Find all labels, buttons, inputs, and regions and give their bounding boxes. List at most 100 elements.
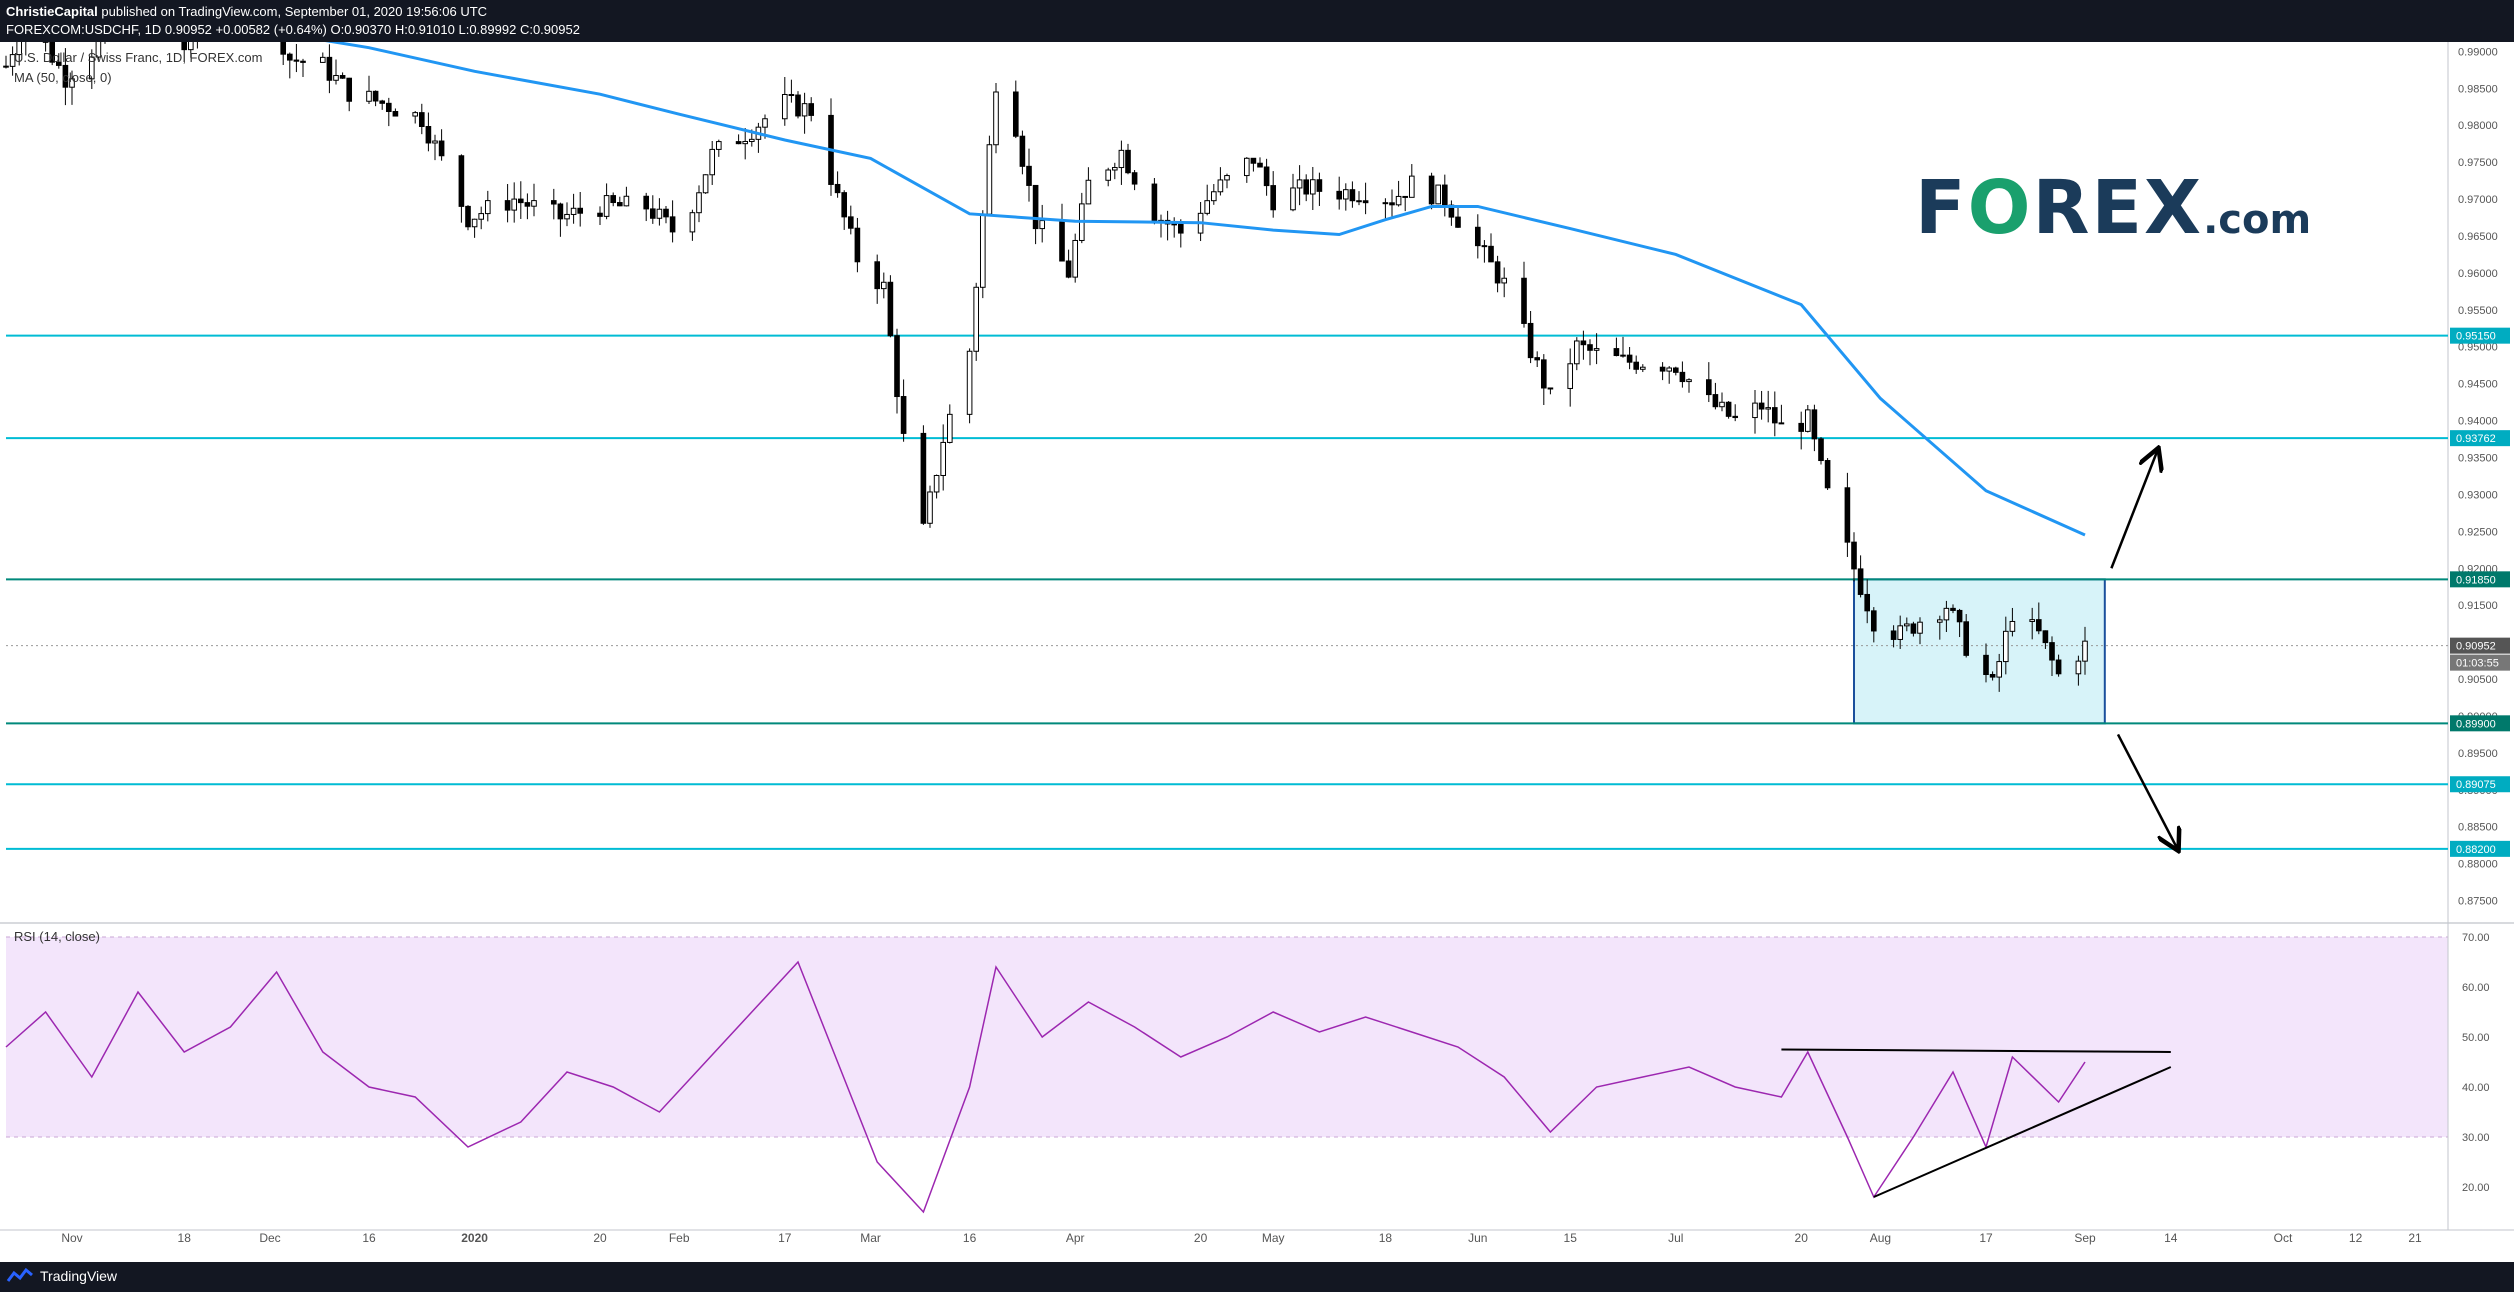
candle-body	[1019, 135, 1026, 167]
candle-body	[1804, 409, 1811, 432]
price-level-tag	[2450, 571, 2510, 588]
time-tick-label: 15	[1564, 1231, 1578, 1245]
candle-body	[1488, 245, 1494, 263]
candle-body	[577, 207, 584, 214]
candle-body	[1864, 593, 1871, 612]
candle-body	[854, 227, 861, 263]
candle-body	[1818, 438, 1824, 462]
tradingview-logo[interactable]: TradingView	[6, 1267, 117, 1285]
candle-body	[1620, 354, 1626, 357]
candle-body	[531, 200, 537, 207]
candle-body	[1527, 322, 1534, 359]
price-tick-label: 0.90500	[2458, 674, 2498, 686]
price-level-tag	[2450, 776, 2510, 793]
candle-body	[715, 141, 722, 150]
time-tick-label: Dec	[259, 1231, 280, 1245]
candle-body	[669, 216, 676, 233]
candle-body	[181, 42, 188, 51]
candle-body	[2055, 659, 2062, 675]
candle-body	[300, 60, 306, 63]
price-tick-label: 0.97000	[2458, 194, 2498, 206]
time-tick-label: 18	[178, 1231, 192, 1245]
candle-body	[689, 212, 696, 233]
candle-body	[1725, 401, 1732, 417]
rsi-tick-label: 40.00	[2462, 1082, 2490, 1094]
candle-body	[1771, 407, 1778, 424]
publish-info: published on TradingView.com, September …	[101, 4, 488, 19]
price-level-label: 0.95150	[2456, 331, 2496, 343]
candle-body	[1382, 202, 1389, 205]
candle-body	[1573, 340, 1580, 365]
price-level-label: 0.93762	[2456, 433, 2496, 445]
candle-body	[946, 413, 953, 443]
candle-body	[550, 200, 557, 205]
candle-body	[95, 42, 102, 58]
close-value: 0.90952	[532, 22, 580, 37]
candle-body	[1593, 348, 1600, 351]
price-tick-label: 0.91500	[2458, 600, 2498, 612]
price-tick-label: 0.96000	[2458, 268, 2498, 280]
candle-body	[1963, 621, 1970, 656]
candle-body	[887, 281, 894, 337]
footer-bar: TradingView	[0, 1262, 2514, 1292]
price-level-label: 0.89900	[2456, 718, 2496, 730]
candle-body	[1296, 179, 1303, 189]
candle-body	[610, 195, 617, 204]
candle-body	[966, 350, 973, 415]
candle-body	[1026, 165, 1032, 186]
candle-body	[339, 75, 346, 79]
price-level-label: 0.89075	[2456, 779, 2496, 791]
price-tick-label: 0.93500	[2458, 453, 2498, 465]
candle-body	[1798, 422, 1805, 432]
price-chart[interactable]: 0.99000 0.98500 0.98000 0.97500 0.97000 0.965…	[0, 42, 2514, 1262]
candle-body	[62, 64, 69, 88]
candle-body	[326, 56, 333, 81]
candle-body	[1494, 261, 1501, 284]
breakout-down-arrow	[2116, 733, 2177, 848]
candle-body	[643, 195, 650, 210]
candle-body	[1890, 630, 1897, 640]
candle-body	[993, 91, 999, 146]
candle-body	[1243, 157, 1250, 177]
author[interactable]: ChristieCapital	[6, 4, 98, 19]
candle-body	[927, 491, 933, 524]
time-tick-label: Jun	[1468, 1231, 1487, 1245]
candle-body	[2049, 642, 2055, 661]
candle-body	[880, 281, 887, 290]
candle-body	[1118, 149, 1125, 169]
candle-body	[484, 200, 491, 215]
price-tick-label: 0.95000	[2458, 342, 2498, 354]
candle-body	[1210, 191, 1217, 202]
forex-logo: FOREX.com	[1915, 165, 2312, 251]
time-tick-label: Aug	[1870, 1231, 1891, 1245]
candle-body	[1870, 610, 1877, 632]
candle-body	[471, 218, 478, 228]
candle-body	[1250, 157, 1257, 164]
time-tick-label: 17	[1979, 1231, 1993, 1245]
candle-body	[1778, 422, 1785, 425]
ohlc-line: FOREXCOM:USDCHF, 1D 0.90952 +0.00582 (+0…	[6, 22, 580, 37]
candle-body	[286, 53, 293, 61]
breakout-up-arrow	[2110, 450, 2157, 569]
time-tick-label: Apr	[1066, 1231, 1085, 1245]
rsi-tick-label: 50.00	[2462, 1032, 2490, 1044]
candle-body	[1679, 371, 1686, 383]
time-tick-label: 18	[1379, 1231, 1393, 1245]
candle-body	[874, 261, 881, 290]
candle-body	[1686, 379, 1692, 383]
candle-body	[1501, 277, 1508, 284]
candle-body	[1065, 260, 1072, 278]
candle-body	[2029, 619, 2036, 622]
candle-body	[1402, 195, 1409, 198]
time-tick-label: Feb	[669, 1231, 690, 1245]
candle-body	[1408, 175, 1415, 198]
candle-body	[1811, 409, 1818, 440]
price-tick-label: 0.94500	[2458, 379, 2498, 391]
candle-body	[293, 59, 300, 62]
time-tick-label: 2020	[461, 1231, 488, 1245]
ma-legend: MA (50, close, 0)	[14, 70, 112, 85]
candle-body	[656, 208, 663, 219]
price-level-label: 0.88200	[2456, 844, 2496, 856]
candle-body	[2042, 630, 2049, 644]
price-tick-label: 0.88000	[2458, 859, 2498, 871]
